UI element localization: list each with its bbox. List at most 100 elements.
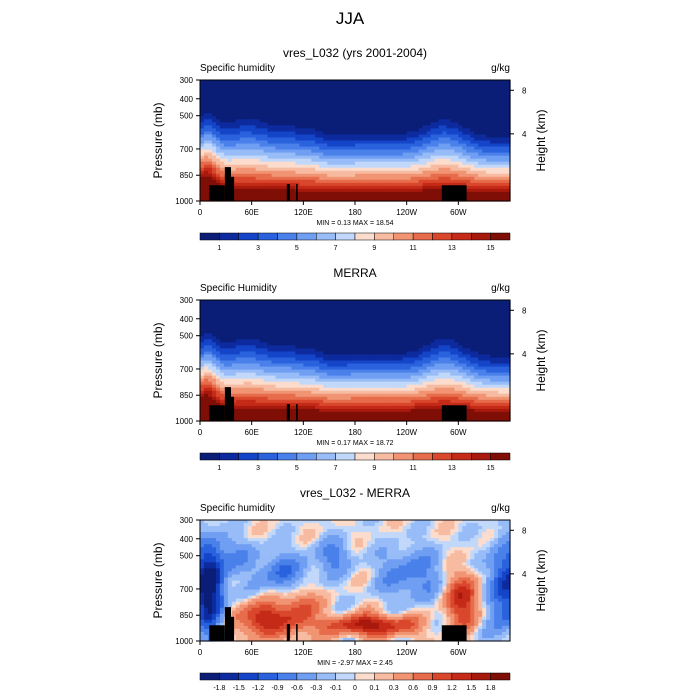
contour-cell (279, 333, 285, 337)
contour-cell (442, 134, 448, 139)
contour-cell (343, 173, 348, 178)
contour-cell (307, 303, 312, 307)
contour-cell (271, 330, 277, 334)
contour-cell (239, 134, 245, 139)
contour-cell (351, 170, 356, 175)
contour-cell (426, 143, 432, 148)
contour-cell (303, 158, 308, 163)
contour-cell (434, 122, 440, 126)
contour-cell (315, 131, 320, 136)
contour-cell (390, 155, 396, 160)
contour-cell (247, 122, 253, 126)
contour-cell (498, 303, 503, 307)
contour-cell (442, 318, 448, 322)
contour-cell (347, 194, 352, 199)
contour-cell (446, 167, 451, 172)
contour-cell (362, 312, 368, 316)
contour-cell (418, 333, 424, 337)
contour-cell (394, 194, 400, 199)
contour-cell (466, 333, 471, 337)
contour-cell (490, 113, 495, 117)
contour-cell (215, 116, 221, 120)
contour-cell (474, 80, 479, 84)
contour-cell (279, 119, 285, 123)
contour-cell (394, 143, 400, 148)
contour-cell (295, 161, 300, 166)
contour-cell (211, 131, 217, 136)
contour-cell (207, 140, 213, 145)
contour-cell (450, 155, 455, 160)
contour-cell (327, 131, 332, 136)
contour-cell (219, 327, 225, 331)
contour-cell (490, 143, 495, 148)
contour-cell (227, 110, 233, 114)
contour-cell (506, 170, 511, 175)
contour-cell (255, 179, 261, 184)
contour-cell (223, 134, 229, 139)
contour-cell (351, 131, 356, 136)
contour-cell (410, 185, 416, 190)
contour-cell (215, 303, 221, 307)
contour-cell (243, 137, 249, 142)
contour-cell (362, 191, 368, 196)
x-tick-label: 60E (245, 208, 259, 217)
contour-cell (351, 318, 356, 322)
contour-cell (327, 149, 332, 154)
contour-cell (402, 324, 408, 328)
contour-cell (474, 318, 479, 322)
contour-cell (331, 83, 336, 87)
colorbar-swatch (238, 232, 259, 241)
contour-cell (247, 182, 253, 187)
contour-cell (207, 336, 213, 340)
contour-cell (394, 98, 400, 102)
contour-cell (323, 149, 328, 154)
contour-cell (426, 107, 432, 111)
contour-cell (235, 312, 241, 316)
contour-cell (243, 125, 249, 130)
contour-cell (506, 306, 511, 310)
contour-cell (450, 104, 455, 108)
contour-cell (466, 342, 471, 346)
contour-cell (462, 315, 467, 319)
contour-cell (474, 315, 479, 319)
contour-cell (450, 321, 455, 325)
contour-cell (490, 125, 495, 130)
colorbar-swatch (451, 232, 472, 241)
contour-cell (319, 146, 324, 151)
contour-cell (239, 143, 245, 148)
contour-cell (271, 300, 277, 304)
contour-cell (331, 318, 336, 322)
contour-cell (347, 300, 352, 304)
contour-cell (394, 303, 400, 307)
contour-cell (474, 143, 479, 148)
contour-cell (486, 101, 491, 105)
contour-cell (339, 116, 344, 120)
contour-cell (390, 327, 396, 331)
contour-cell (406, 107, 412, 111)
contour-cell (335, 86, 340, 90)
contour-cell (386, 300, 392, 304)
contour-cell (386, 128, 392, 133)
contour-cell (490, 155, 495, 160)
contour-cell (366, 155, 372, 160)
contour-cell (291, 306, 296, 310)
contour-cell (422, 318, 428, 322)
contour-cell (454, 324, 459, 328)
contour-cell (498, 339, 503, 343)
contour-cell (502, 89, 507, 93)
contour-cell (271, 173, 277, 178)
contour-cell (490, 152, 495, 157)
contour-cell (215, 300, 221, 304)
contour-cell (311, 194, 316, 199)
contour-cell (200, 318, 205, 322)
contour-cell (410, 170, 416, 175)
contour-cell (243, 164, 249, 169)
contour-cell (446, 161, 451, 166)
contour-cell (418, 122, 424, 126)
contour-cell (382, 83, 388, 87)
contour-cell (339, 98, 344, 102)
contour-cell (251, 161, 257, 166)
contour-cell (402, 116, 408, 120)
contour-cell (287, 137, 293, 142)
contour-cell (239, 110, 245, 114)
